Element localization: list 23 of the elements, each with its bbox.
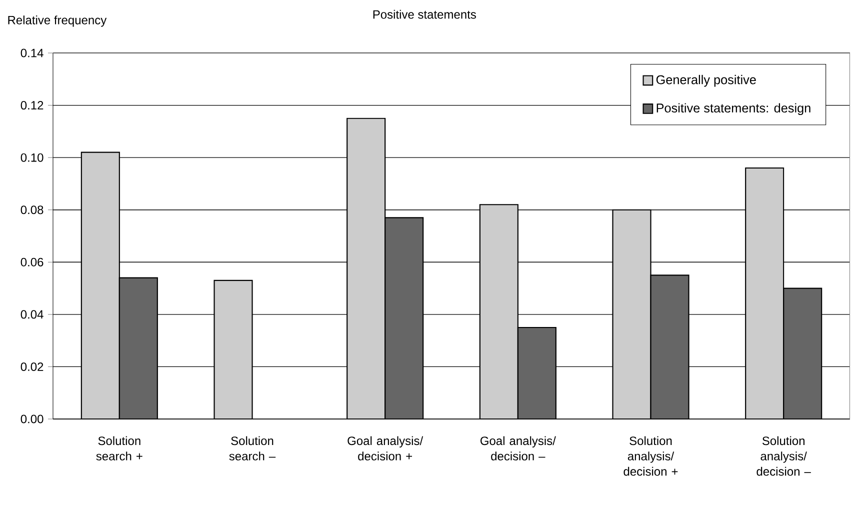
y-tick-label: 0.06	[20, 258, 44, 266]
legend-label: Positive statements: design	[656, 103, 810, 116]
x-tick-label: Solution search +	[96, 436, 142, 460]
x-tick-label: Goal analysis/ decision –	[480, 436, 556, 460]
bar	[783, 288, 822, 419]
legend-label: Generally positive	[656, 74, 756, 87]
y-tick-label: 0.10	[20, 153, 44, 162]
y-tick-label: 0.14	[20, 48, 44, 58]
bar	[517, 326, 556, 419]
y-tick-label: 0.02	[20, 362, 44, 371]
x-tick-label: Solution analysis/ decision +	[624, 436, 678, 476]
y-tick-label: 0.00	[20, 414, 44, 424]
x-tick-label: Goal analysis/ decision +	[348, 436, 424, 460]
x-tick-label: Solution analysis/ decision –	[756, 436, 811, 476]
y-axis-title: Relative frequency	[8, 16, 107, 27]
bar	[384, 217, 424, 419]
chart-title: Positive statements	[373, 10, 476, 19]
y-tick-label: 0.12	[20, 101, 44, 110]
bar	[118, 277, 158, 419]
bar	[650, 274, 690, 419]
y-tick-label: 0.04	[20, 310, 44, 319]
x-tick-label: Solution search –	[229, 436, 276, 460]
y-tick-label: 0.08	[20, 206, 44, 214]
